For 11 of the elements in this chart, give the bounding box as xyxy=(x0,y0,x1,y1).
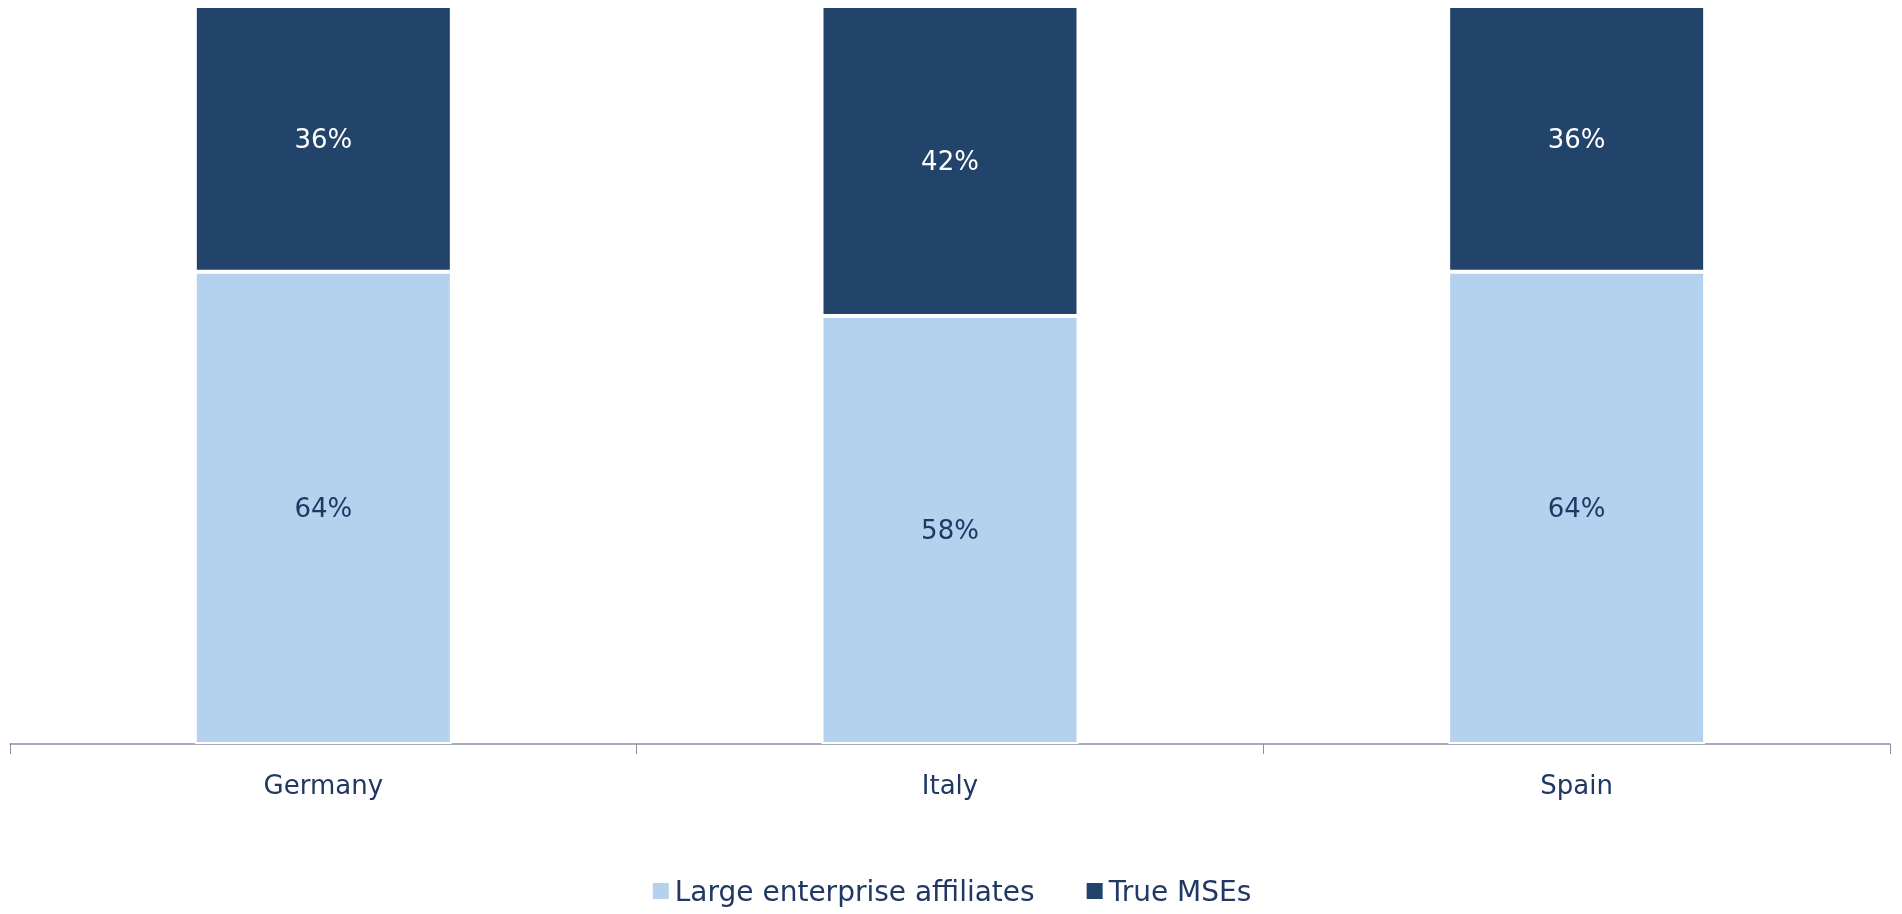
x-tick-label: Italy xyxy=(921,770,979,800)
data-label: 36% xyxy=(294,123,353,154)
data-label: 64% xyxy=(294,492,353,523)
legend-label: True MSEs xyxy=(1107,874,1252,908)
x-tick-label: Spain xyxy=(1540,770,1613,800)
data-label: 58% xyxy=(921,514,979,545)
x-tick-label: Germany xyxy=(263,770,384,800)
data-label: 42% xyxy=(921,145,979,176)
data-label: 64% xyxy=(1547,492,1606,523)
legend-label: Large enterprise affiliates xyxy=(674,874,1035,908)
data-label: 36% xyxy=(1547,123,1606,154)
